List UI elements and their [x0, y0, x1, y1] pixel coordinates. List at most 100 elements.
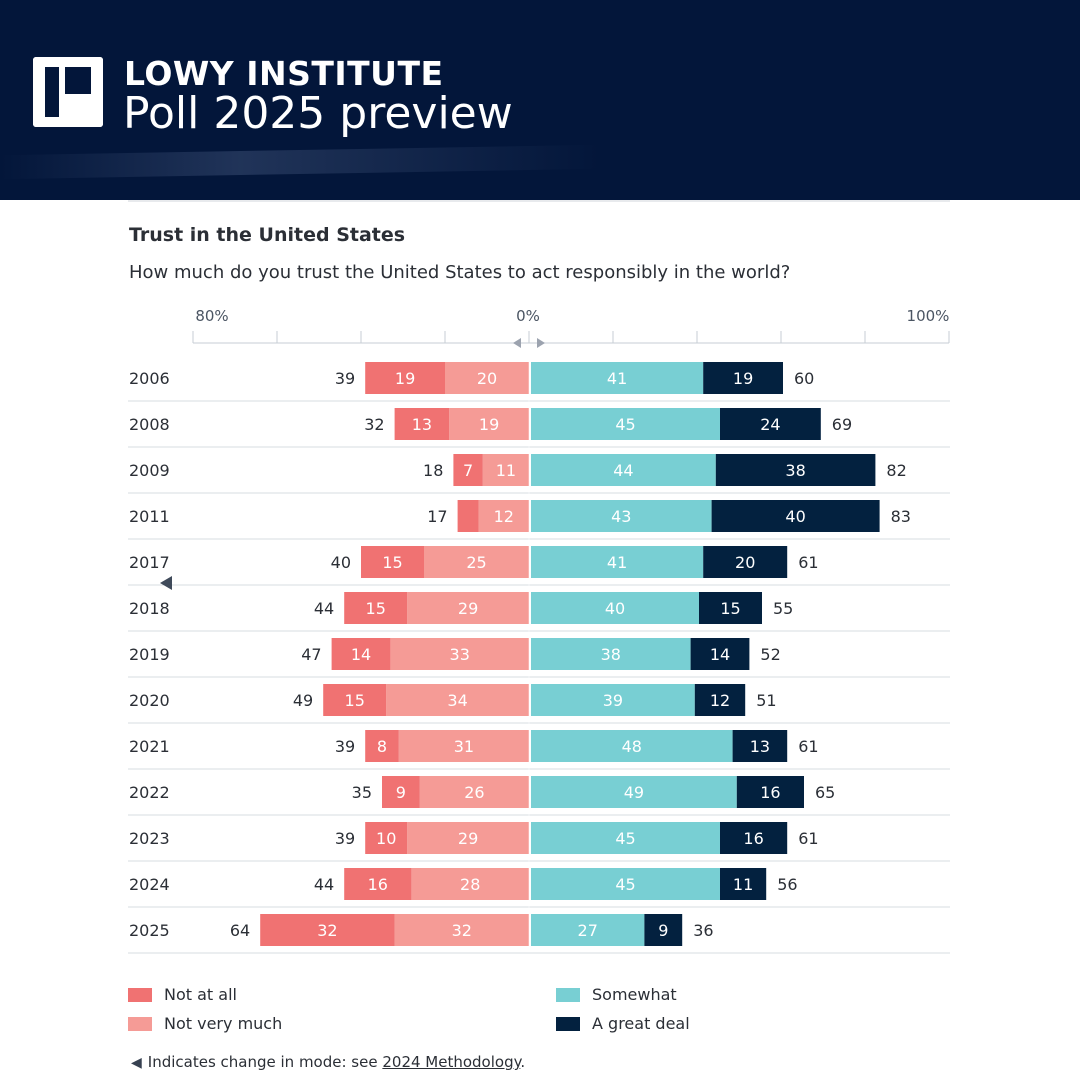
bar-label-a-great-deal: 16 — [760, 783, 780, 802]
bar-somewhat — [531, 454, 716, 486]
positive-total-label: 83 — [891, 507, 911, 526]
bar-label-a-great-deal: 19 — [733, 369, 753, 388]
axis-label-center: 0% — [516, 307, 540, 325]
bar-not-very-much — [407, 822, 529, 854]
bar-not-at-all — [365, 822, 408, 854]
bar-label-not-very-much: 20 — [477, 369, 497, 388]
negative-total-label: 47 — [301, 645, 321, 664]
bar-label-not-very-much: 33 — [450, 645, 470, 664]
bar-label-somewhat: 45 — [615, 829, 635, 848]
bar-a-great-deal — [703, 546, 788, 578]
bar-label-somewhat: 39 — [603, 691, 623, 710]
bar-label-not-very-much: 31 — [454, 737, 474, 756]
methodology-link[interactable]: 2024 Methodology — [382, 1053, 521, 1071]
bar-not-very-much — [394, 914, 529, 946]
bar-label-somewhat: 45 — [615, 415, 635, 434]
bar-not-very-much — [482, 454, 529, 486]
footnote-text: Indicates change in mode: see — [147, 1053, 383, 1071]
bar-label-somewhat: 41 — [607, 369, 627, 388]
bar-not-at-all — [453, 454, 483, 486]
bar-a-great-deal — [644, 914, 683, 946]
year-label: 2011 — [129, 507, 170, 526]
bar-label-not-very-much: 11 — [496, 461, 516, 480]
legend-item-not-very-much: Not very much — [128, 1014, 282, 1033]
bar-a-great-deal — [703, 362, 783, 394]
bar-label-not-very-much: 28 — [460, 875, 480, 894]
bar-label-not-at-all: 13 — [412, 415, 432, 434]
bar-label-a-great-deal: 12 — [710, 691, 730, 710]
bar-label-not-at-all: 9 — [396, 783, 406, 802]
left-arrow-icon — [513, 338, 521, 348]
bar-label-not-very-much: 26 — [464, 783, 484, 802]
bar-not-very-much — [411, 868, 529, 900]
bar-a-great-deal — [732, 730, 788, 762]
year-label: 2021 — [129, 737, 170, 756]
year-label: 2008 — [129, 415, 170, 434]
legend-label: A great deal — [592, 1014, 690, 1033]
bar-not-at-all — [344, 592, 408, 624]
bar-a-great-deal — [715, 454, 876, 486]
bar-label-a-great-deal: 14 — [710, 645, 730, 664]
axis-label-right: 100% — [907, 307, 950, 325]
legend-label: Not at all — [164, 985, 237, 1004]
year-label: 2019 — [129, 645, 170, 664]
negative-total-label: 44 — [314, 875, 334, 894]
negative-total-label: 40 — [331, 553, 351, 572]
bar-somewhat — [531, 684, 695, 716]
positive-total-label: 61 — [798, 829, 818, 848]
year-label: 2009 — [129, 461, 170, 480]
legend-swatch — [556, 987, 580, 1002]
negative-total-label: 17 — [427, 507, 447, 526]
bar-label-not-very-much: 12 — [494, 507, 514, 526]
legend-item-somewhat: Somewhat — [556, 985, 677, 1004]
bar-label-not-at-all: 16 — [368, 875, 388, 894]
bar-somewhat — [531, 868, 720, 900]
year-label: 2006 — [129, 369, 170, 388]
bar-somewhat — [531, 592, 699, 624]
bar-not-at-all — [361, 546, 424, 578]
bar-label-not-at-all: 10 — [376, 829, 396, 848]
bar-label-not-at-all: 15 — [366, 599, 386, 618]
legend-item-not-at-all: Not at all — [128, 985, 237, 1004]
bar-somewhat — [531, 500, 712, 532]
positive-total-label: 51 — [756, 691, 776, 710]
bar-not-at-all — [365, 730, 399, 762]
footnote-suffix: . — [520, 1053, 526, 1071]
bar-label-not-very-much: 34 — [447, 691, 467, 710]
bar-label-a-great-deal: 16 — [743, 829, 763, 848]
bar-somewhat — [531, 730, 733, 762]
bar-label-a-great-deal: 15 — [720, 599, 740, 618]
bar-label-a-great-deal: 20 — [735, 553, 755, 572]
bar-somewhat — [531, 638, 691, 670]
legend-item-a-great-deal: A great deal — [556, 1014, 690, 1033]
bar-label-somewhat: 41 — [607, 553, 627, 572]
brand-name: LOWY INSTITUTE — [124, 54, 444, 93]
bar-somewhat — [531, 362, 704, 394]
bar-label-not-very-much: 19 — [479, 415, 499, 434]
positive-total-label: 55 — [773, 599, 793, 618]
bar-label-a-great-deal: 13 — [750, 737, 770, 756]
year-label: 2024 — [129, 875, 170, 894]
negative-total-label: 18 — [423, 461, 443, 480]
bar-not-at-all — [331, 638, 391, 670]
bar-somewhat — [531, 408, 720, 440]
year-label: 2017 — [129, 553, 170, 572]
bar-somewhat — [531, 546, 704, 578]
bar-label-somewhat: 40 — [605, 599, 625, 618]
positive-total-label: 52 — [760, 645, 780, 664]
year-label: 2025 — [129, 921, 170, 940]
negative-total-label: 35 — [352, 783, 372, 802]
bar-a-great-deal — [720, 822, 788, 854]
bar-label-not-very-much: 25 — [466, 553, 486, 572]
left-triangle-icon: ◀ — [131, 1055, 142, 1071]
bar-label-not-very-much: 32 — [452, 921, 472, 940]
negative-total-label: 64 — [230, 921, 250, 940]
bar-label-not-very-much: 29 — [458, 599, 478, 618]
positive-total-label: 60 — [794, 369, 814, 388]
bar-a-great-deal — [699, 592, 762, 624]
bar-label-a-great-deal: 24 — [760, 415, 780, 434]
positive-total-label: 69 — [832, 415, 852, 434]
bar-not-at-all — [365, 362, 445, 394]
positive-total-label: 61 — [798, 553, 818, 572]
negative-total-label: 49 — [293, 691, 313, 710]
